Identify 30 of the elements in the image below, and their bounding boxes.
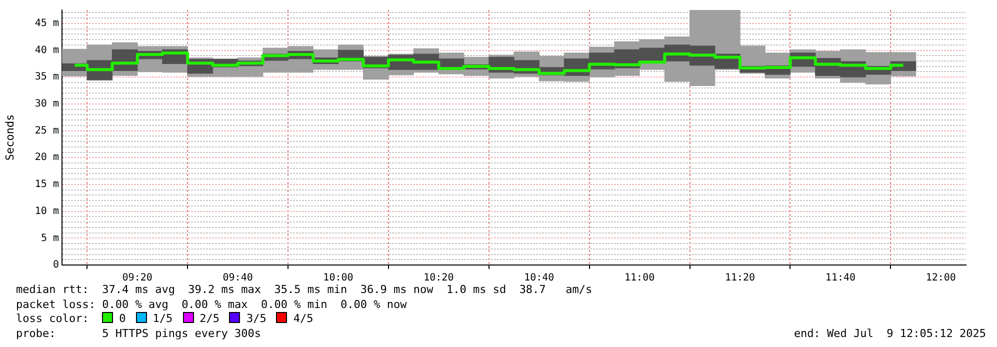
- x-tick-label: 09:20: [122, 272, 152, 284]
- y-tick-label: 20 m: [34, 152, 59, 164]
- legend-label: 2/5: [198, 312, 220, 325]
- text: packet loss: 0.00 % avg 0.00 % max 0.00 % min 0.00 % now: [16, 298, 408, 312]
- x-tick-label: 11:40: [825, 272, 856, 284]
- y-tick-label: 15 m: [34, 179, 59, 190]
- y-tick-label: 30 m: [34, 98, 59, 110]
- legend-label: 0: [118, 312, 126, 325]
- y-tick-label: 10 m: [34, 206, 59, 217]
- y-axis-title: Seconds: [3, 114, 16, 161]
- y-tick-label: 5 m: [40, 232, 59, 244]
- x-tick-label: 09:40: [222, 272, 253, 284]
- x-tick-label: 11:20: [724, 272, 756, 284]
- text: probe: 5 HTTPS pings every 300s: [16, 326, 262, 340]
- legend-label: 1/5: [152, 312, 173, 325]
- legend-label: 4/5: [292, 312, 314, 325]
- x-tick-label: 10:20: [424, 272, 454, 284]
- y-tick-label: 45 m: [34, 18, 59, 30]
- x-tick-label: 10:40: [524, 272, 554, 284]
- y-tick-label: 0: [52, 260, 59, 271]
- legend-title: loss color:: [16, 312, 90, 325]
- x-tick-label: 10:00: [323, 272, 354, 284]
- text: end: Wed Jul 9 12:05:12 2025: [794, 326, 986, 341]
- x-tick-label: 12:00: [926, 272, 956, 284]
- x-tick-label: 11:00: [624, 272, 655, 284]
- legend-label: 3/5: [245, 312, 266, 325]
- y-tick-label: 40 m: [34, 44, 59, 56]
- text: median rtt: 37.4 ms avg 39.2 ms max 35.5 ms min 36.9 ms now 1.0 ms sd 38.7 am/s: [16, 283, 594, 298]
- y-tick-label: 35 m: [34, 72, 59, 83]
- y-tick-label: 25 m: [34, 125, 59, 136]
